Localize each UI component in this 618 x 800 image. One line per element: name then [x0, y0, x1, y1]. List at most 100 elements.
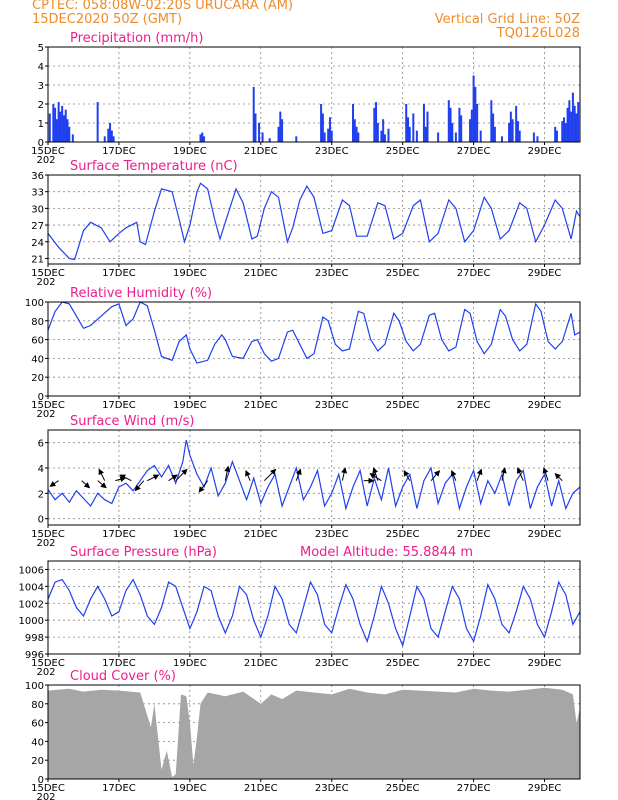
y-tick-label: 1002	[19, 599, 44, 610]
precip-bar	[532, 132, 535, 142]
precip-bar	[57, 102, 60, 142]
y-tick-label: 0	[38, 392, 44, 403]
precip-bar	[252, 86, 255, 142]
precip-bar	[474, 86, 477, 142]
x-tick-label: 21DEC	[244, 268, 278, 279]
precip-bar	[323, 132, 326, 142]
precip-bar	[458, 107, 461, 142]
wind-vector	[119, 474, 132, 482]
precip-bar	[516, 121, 519, 142]
y-tick-label: 36	[31, 171, 44, 182]
precip-bar	[415, 130, 418, 142]
wind-vector	[97, 480, 107, 489]
precip-bar	[472, 75, 475, 142]
y-tick-label: 1004	[19, 582, 44, 593]
x-tick-label: 25DEC	[386, 400, 420, 411]
wind-vector	[341, 467, 348, 481]
precip-bar	[454, 132, 457, 142]
precip-bar	[380, 130, 383, 142]
precip-bar	[408, 126, 411, 142]
y-tick-label: 996	[25, 650, 44, 661]
precip-bar	[376, 123, 379, 142]
x-tick-label: 27DEC	[457, 658, 491, 669]
x-tick-label: 15DEC	[31, 783, 65, 794]
x-tick-label: 15DEC	[31, 268, 65, 279]
cloud-cover-area	[48, 687, 580, 779]
wind-vector	[224, 465, 231, 481]
wind-vector	[198, 480, 209, 493]
precip-bar	[470, 109, 473, 142]
precip-bar	[566, 107, 569, 142]
y-tick-label: 1000	[19, 616, 44, 627]
rh-frame	[47, 301, 581, 397]
wind-vector	[500, 467, 507, 481]
precip-bar	[476, 104, 479, 142]
wind-vector	[168, 474, 178, 482]
precip-bar	[353, 119, 356, 142]
precip-bar	[277, 126, 280, 142]
y-tick-label: 60	[31, 336, 44, 347]
precip-bar	[490, 100, 493, 142]
wind-vector	[147, 474, 160, 482]
x-tick-label: 27DEC	[457, 783, 491, 794]
x-tick-label: 25DEC	[386, 268, 420, 279]
rh-title: Relative Humidity (%)	[70, 286, 212, 301]
precip-bar	[254, 113, 257, 142]
precip-bar	[54, 107, 57, 142]
x-tick-label: 23DEC	[315, 783, 349, 794]
y-tick-label: 21	[31, 254, 44, 265]
model-code: TQ0126L028	[496, 26, 580, 41]
wind-vector	[245, 469, 251, 481]
precip-bar	[109, 123, 112, 142]
precip-bar	[573, 105, 576, 142]
x-tick-label: 27DEC	[457, 400, 491, 411]
precip-bar	[96, 102, 99, 142]
x-tick-label: 19DEC	[173, 783, 207, 794]
press-panel: 996 998 1000 1002 1004 1006 15DEC 17DEC 19DEC 21D…	[19, 545, 581, 678]
precip-bar	[62, 115, 65, 142]
precip-bar	[449, 107, 452, 142]
precip-bar	[460, 115, 463, 142]
y-tick-label: 2	[38, 489, 44, 500]
precip-bar	[564, 123, 567, 142]
precip-bar	[61, 105, 64, 142]
y-tick-label: 5	[38, 43, 44, 54]
x-tick-label: 15DEC	[31, 658, 65, 669]
precip-bar	[492, 113, 495, 142]
x-tick-label: 29DEC	[528, 658, 562, 669]
x-tick-label: 21DEC	[244, 146, 278, 157]
wind-vector	[450, 469, 457, 481]
precip-bar	[406, 117, 409, 142]
wind-vector	[554, 472, 563, 482]
precip-frame	[47, 46, 581, 143]
y-tick-label: 0	[38, 515, 44, 526]
x-tick-label: 21DEC	[244, 529, 278, 540]
wind-title: Surface Wind (m/s)	[70, 414, 194, 429]
temp-title: Surface Temperature (nC)	[70, 159, 238, 174]
x-tick-label: 25DEC	[386, 658, 420, 669]
wind-vector	[49, 480, 59, 487]
precip-bar	[55, 119, 58, 142]
temp-panel: 21 24 27 30 33 36 15DEC 17DEC 19DEC 21DEC 23DEC 25D…	[31, 159, 581, 288]
x-tick-label: 19DEC	[173, 658, 207, 669]
precip-bar	[268, 138, 271, 142]
precip-bar	[493, 126, 496, 142]
precip-bar	[422, 104, 425, 142]
wind-vector	[476, 468, 483, 481]
precip-bar	[412, 113, 415, 142]
precip-bar	[375, 102, 378, 142]
x-tick-label: 17DEC	[102, 529, 136, 540]
year-label: 202	[36, 409, 55, 420]
x-tick-label: 23DEC	[315, 400, 349, 411]
precip-bar	[295, 136, 298, 142]
x-tick-label: 29DEC	[528, 783, 562, 794]
x-tick-label: 29DEC	[528, 529, 562, 540]
x-tick-label: 17DEC	[102, 783, 136, 794]
wind-vector	[115, 476, 127, 483]
precip-bar	[279, 111, 282, 142]
precip-bar	[568, 100, 571, 142]
x-tick-label: 27DEC	[457, 529, 491, 540]
x-tick-label: 19DEC	[173, 529, 207, 540]
x-tick-label: 27DEC	[457, 268, 491, 279]
